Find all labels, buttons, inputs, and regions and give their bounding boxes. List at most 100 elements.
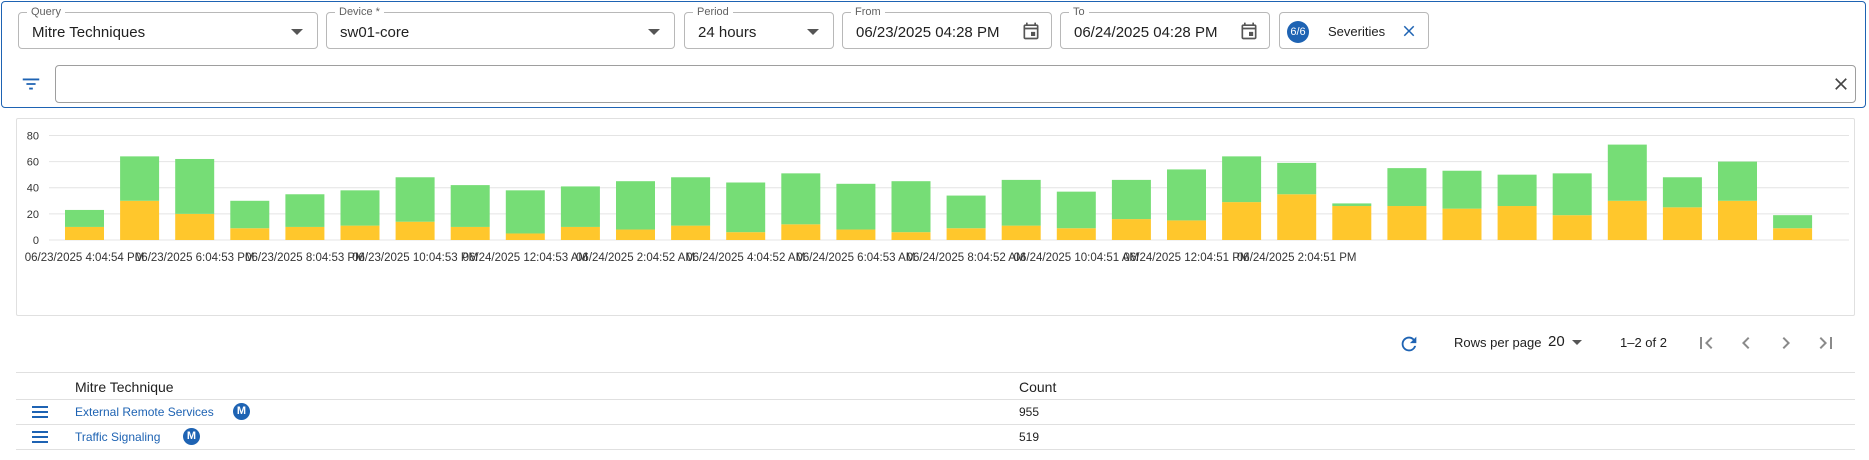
- mitre-icon[interactable]: M: [233, 403, 250, 420]
- bar-segment: [671, 225, 711, 240]
- from-date-field[interactable]: From 06/23/2025 04:28 PM: [842, 5, 1052, 49]
- count-cell: 519: [1019, 430, 1040, 444]
- x-tick-label: 06/24/2025 10:04:51 AM: [1014, 252, 1139, 264]
- bar-segment: [1773, 215, 1813, 229]
- calendar-icon[interactable]: [1021, 21, 1041, 41]
- row-menu-icon[interactable]: [32, 405, 48, 419]
- row-menu-icon[interactable]: [32, 430, 48, 444]
- rows-per-page-label: Rows per page: [1454, 335, 1542, 350]
- y-tick-label: 60: [27, 157, 39, 169]
- bar-segment: [560, 186, 600, 227]
- x-tick-label: 06/24/2025 12:04:51 PM: [1124, 252, 1250, 264]
- bar-segment: [120, 200, 160, 240]
- x-tick-label: 06/24/2025 6:04:53 AM: [796, 252, 915, 264]
- bar-segment: [616, 229, 655, 240]
- techniques-table: Mitre Technique Count External Remote Se…: [16, 372, 1855, 450]
- bar-segment: [1056, 228, 1096, 240]
- filter-icon[interactable]: [20, 73, 42, 95]
- bar-segment: [1718, 161, 1757, 201]
- next-page-icon[interactable]: [1774, 331, 1798, 355]
- bar-segment: [1497, 206, 1537, 240]
- severities-label: Severities: [1328, 24, 1386, 39]
- bar-segment: [1662, 177, 1702, 208]
- bar-segment: [1607, 144, 1647, 201]
- last-page-icon[interactable]: [1814, 331, 1838, 355]
- bar-segment: [560, 226, 600, 240]
- first-page-icon[interactable]: [1694, 331, 1718, 355]
- bar-segment: [671, 177, 711, 226]
- bar-segment: [891, 232, 931, 240]
- bar-segment: [285, 226, 325, 240]
- clear-icon[interactable]: [1831, 74, 1851, 94]
- x-tick-label: 06/23/2025 10:04:53 PM: [352, 252, 478, 264]
- bar-segment: [1111, 219, 1151, 240]
- period-select[interactable]: Period 24 hours: [684, 5, 834, 49]
- bar-segment: [1497, 174, 1537, 207]
- table-row: Traffic Signaling M 519: [16, 425, 1855, 450]
- bar-segment: [1607, 200, 1647, 240]
- close-icon[interactable]: [1400, 22, 1418, 40]
- bar-segment: [946, 228, 986, 240]
- bar-segment: [836, 229, 876, 240]
- bar-segment: [726, 182, 766, 233]
- technique-link[interactable]: External Remote Services: [75, 405, 214, 419]
- chevron-down-icon: [648, 29, 660, 35]
- bar-segment: [230, 200, 270, 229]
- column-header-count[interactable]: Count: [1019, 379, 1057, 395]
- bar-segment: [285, 194, 325, 227]
- bar-segment: [340, 190, 380, 226]
- chart-card: 0 20 40 60 80 06/23/2025 4:04:54 PM 06/23/2025…: [16, 118, 1855, 316]
- bar-segment: [395, 177, 435, 222]
- column-header-technique[interactable]: Mitre Technique: [75, 379, 174, 395]
- y-tick-label: 40: [27, 183, 39, 195]
- severities-chip[interactable]: 6/6 Severities: [1279, 12, 1429, 49]
- bar-segment: [1056, 191, 1096, 229]
- query-select[interactable]: Query Mitre Techniques: [18, 5, 318, 49]
- bar-segment: [1552, 173, 1592, 216]
- to-label: To: [1069, 5, 1089, 19]
- x-tick-label: 06/24/2025 12:04:53 AM: [463, 252, 588, 264]
- severities-count-badge: 6/6: [1287, 21, 1309, 43]
- bar-segment: [1111, 179, 1151, 220]
- previous-page-icon[interactable]: [1734, 331, 1758, 355]
- mitre-icon[interactable]: M: [183, 428, 200, 445]
- bar-segment: [1773, 228, 1813, 240]
- period-label: Period: [693, 5, 733, 19]
- chevron-down-icon[interactable]: [1572, 340, 1582, 345]
- bar-segment: [616, 181, 655, 230]
- device-label: Device *: [335, 5, 384, 19]
- filter-input[interactable]: [55, 65, 1856, 103]
- x-tick-label: 06/23/2025 6:04:53 PM: [135, 252, 255, 264]
- bar-segment: [340, 225, 380, 240]
- refresh-icon[interactable]: [1398, 333, 1420, 355]
- from-label: From: [851, 5, 885, 19]
- y-tick-label: 80: [27, 130, 39, 142]
- query-label: Query: [27, 5, 65, 19]
- bar-segment: [1387, 206, 1427, 240]
- bar-segment: [1001, 225, 1041, 240]
- bar-segment: [1277, 162, 1317, 195]
- bar-segment: [1167, 169, 1206, 221]
- bar-segment: [65, 226, 104, 240]
- bar-segment: [1277, 194, 1317, 240]
- device-value: sw01-core: [340, 24, 410, 41]
- technique-link[interactable]: Traffic Signaling: [75, 430, 161, 444]
- bar-segment: [781, 224, 821, 240]
- bar-segment: [1442, 170, 1482, 209]
- bar-segment: [175, 213, 215, 240]
- bar-segment: [781, 173, 821, 225]
- bar-segment: [726, 232, 766, 240]
- bar-segment: [1662, 207, 1702, 240]
- rows-per-page-select[interactable]: 20: [1548, 333, 1565, 350]
- bar-segment: [505, 190, 545, 234]
- y-tick-label: 0: [33, 235, 39, 247]
- bar-segment: [230, 228, 270, 240]
- calendar-icon[interactable]: [1239, 21, 1259, 41]
- bar-segment: [1167, 220, 1206, 240]
- bar-segment: [1552, 215, 1592, 240]
- to-value: 06/24/2025 04:28 PM: [1074, 24, 1218, 41]
- count-cell: 955: [1019, 405, 1040, 419]
- filter-panel: Query Mitre Techniques Device * sw01-cor…: [1, 1, 1866, 108]
- to-date-field[interactable]: To 06/24/2025 04:28 PM: [1060, 5, 1270, 49]
- device-select[interactable]: Device * sw01-core: [326, 5, 675, 49]
